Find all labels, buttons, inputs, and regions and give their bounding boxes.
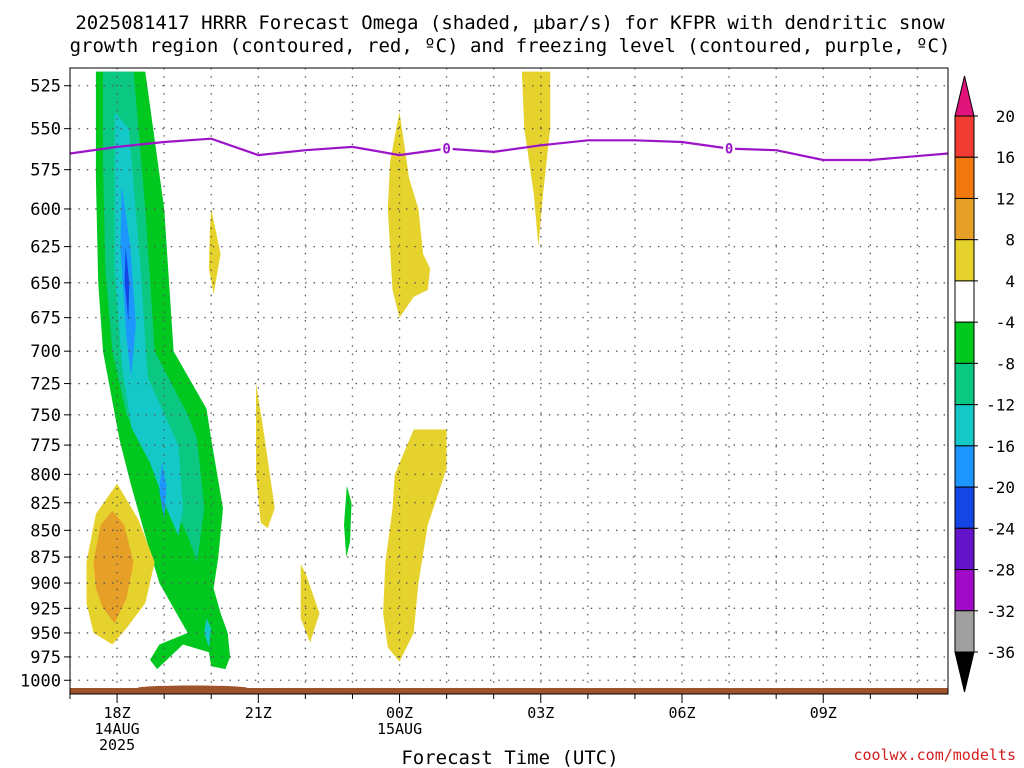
colorbar-label-1: 16 [996, 148, 1015, 167]
y-tick-label-925: 925 [30, 599, 61, 619]
colorbar-label-10: -24 [986, 519, 1015, 538]
colorbar-bin-9 [954, 445, 975, 488]
y-tick-label-850: 850 [30, 521, 61, 541]
omega-shaded-regions [86, 71, 551, 670]
colorbar-label-8: -16 [986, 437, 1015, 456]
y-tick-label-525: 525 [30, 77, 61, 97]
omega-region-15 [383, 429, 447, 662]
freezing-level-label-bg [440, 140, 453, 157]
colorbar-bin-8 [954, 404, 975, 447]
omega-region-10 [93, 510, 134, 624]
colorbar: 20 16 12 8 4 -4 -8 -12 -16 -20 -24 -28 -32 -36 [954, 75, 1015, 693]
x-tick-label-18-1: 18Z [104, 704, 131, 722]
grid-lines [70, 68, 948, 694]
y-tick-label-750: 750 [30, 406, 61, 426]
colorbar-bin-4 [954, 239, 975, 282]
y-tick-label-775: 775 [30, 436, 61, 456]
y-tick-label-600: 600 [30, 200, 61, 220]
chart-title-line-2: growth region (contoured, red, ºC) and f… [70, 35, 951, 57]
surface-strip [70, 688, 948, 694]
x-tick-label-24-1: 00Z [386, 704, 413, 722]
omega-region-3 [114, 111, 183, 536]
y-axis: 525 550 575 600 625 650 675 700 725 750 775 800 825 8… [20, 77, 70, 691]
freezing-level-label-2: 0 [725, 142, 733, 158]
y-tick-label-875: 875 [30, 548, 61, 568]
colorbar-label-7: -12 [986, 396, 1015, 415]
x-tick-label-27-1: 03Z [527, 704, 554, 722]
colorbar-label-11: -28 [986, 561, 1015, 580]
colorbar-label-3: 8 [1005, 231, 1015, 250]
y-tick-label-800: 800 [30, 465, 61, 485]
y-tick-label-650: 650 [30, 274, 61, 294]
colorbar-bin-3 [954, 197, 975, 241]
y-tick-label-550: 550 [30, 120, 61, 140]
colorbar-bin-2 [954, 156, 975, 199]
freezing-level-label-bg [723, 140, 736, 157]
y-tick-label-575: 575 [30, 161, 61, 181]
chart-title-line-1: 2025081417 HRRR Forecast Omega (shaded, … [75, 12, 945, 34]
colorbar-label-4: 4 [1005, 272, 1015, 291]
colorbar-bin-1 [954, 115, 975, 158]
x-tick-label-18-2: 14AUG [94, 720, 139, 738]
x-axis-label: Forecast Time (UTC) [401, 747, 618, 768]
colorbar-bottom-triangle [954, 651, 975, 693]
x-tick-label-21-1: 21Z [245, 704, 272, 722]
omega-region-7 [204, 618, 212, 648]
colorbar-bin-10 [954, 486, 975, 529]
x-tick-label-18-3: 2025 [99, 736, 135, 754]
omega-region-5 [124, 246, 130, 322]
omega-region-11 [208, 208, 221, 295]
omega-region-12 [256, 383, 275, 529]
colorbar-label-0: 20 [996, 107, 1015, 126]
colorbar-label-12: -32 [986, 602, 1015, 621]
y-tick-label-975: 975 [30, 648, 61, 668]
surface-layer [70, 685, 948, 694]
y-tick-label-675: 675 [30, 309, 61, 329]
y-tick-label-700: 700 [30, 342, 61, 362]
colorbar-top-triangle [954, 75, 975, 117]
y-tick-label-625: 625 [30, 238, 61, 258]
colorbar-label-13: -36 [986, 643, 1015, 662]
y-tick-label-825: 825 [30, 494, 61, 514]
colorbar-label-6: -8 [996, 354, 1015, 373]
x-tick-label-30-1: 06Z [668, 704, 695, 722]
plot-background [70, 68, 948, 694]
colorbar-label-2: 12 [996, 189, 1015, 208]
colorbar-bin-12 [954, 569, 975, 612]
surface-bump [137, 685, 248, 691]
y-tick-label-725: 725 [30, 375, 61, 395]
omega-region-8 [344, 485, 352, 558]
omega-region-16 [521, 71, 551, 247]
colorbar-bin-5 [954, 280, 975, 323]
colorbar-label-9: -20 [986, 478, 1015, 497]
watermark-text: coolwx.com/modelts [853, 746, 1016, 764]
plot-frame [69, 67, 949, 695]
colorbar-bin-6 [954, 321, 975, 364]
colorbar-bin-13 [954, 610, 975, 653]
omega-region-14 [387, 111, 431, 318]
y-tick-label-1000: 1000 [20, 671, 61, 691]
colorbar-bin-11 [954, 527, 975, 571]
y-tick-label-950: 950 [30, 624, 61, 644]
colorbar-bin-7 [954, 362, 975, 406]
colorbar-label-5: -4 [996, 313, 1015, 332]
freezing-level-line [70, 137, 948, 162]
freezing-level-label-1: 0 [442, 142, 450, 158]
x-tick-label-33-1: 09Z [810, 704, 837, 722]
x-tick-label-24-2: 15AUG [377, 720, 422, 738]
y-tick-label-900: 900 [30, 574, 61, 594]
